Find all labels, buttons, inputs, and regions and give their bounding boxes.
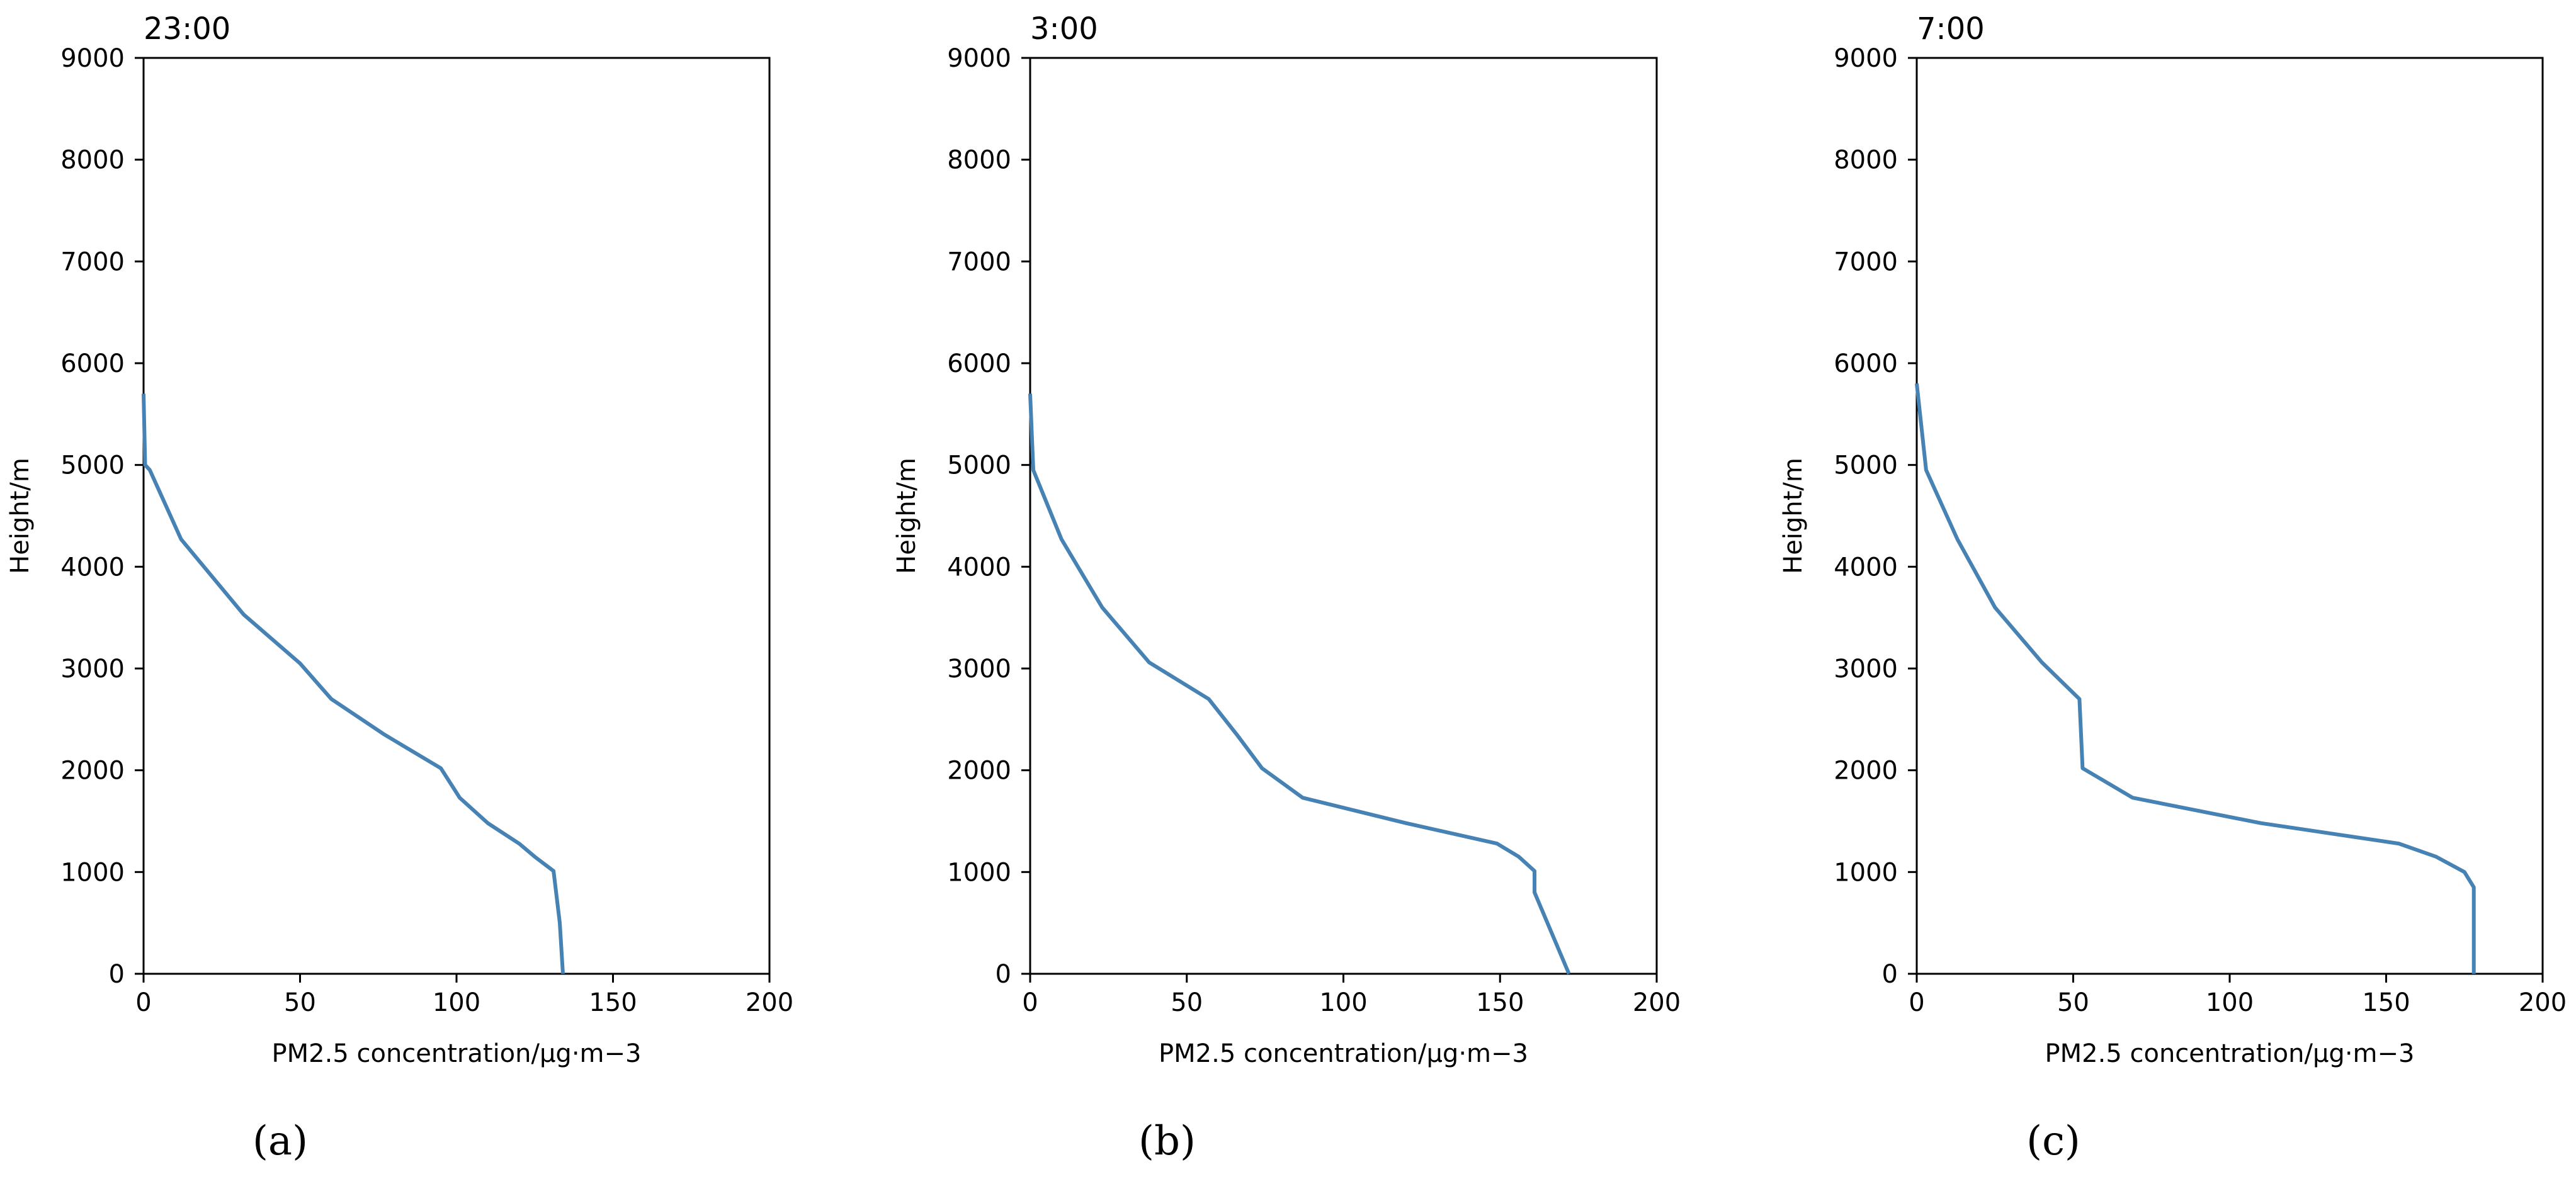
profile-line <box>142 393 565 974</box>
y-tick-label: 8000 <box>60 146 125 175</box>
chart-panel-c: 0 50 100 150 2000100020003000400050006000700… <box>1779 11 2567 1165</box>
y-tick-label: 0 <box>996 960 1011 989</box>
y-tick-label: 1000 <box>947 858 1011 887</box>
y-tick-label: 7000 <box>60 247 125 276</box>
chart-panel-b: 0 50 100 150 2000100020003000400050006000700… <box>892 11 1681 1165</box>
y-tick-label: 5000 <box>947 451 1011 480</box>
axes-frame <box>1029 57 1658 975</box>
y-tick-label: 6000 <box>1834 349 1898 378</box>
panel-label: (b) <box>1138 1118 1196 1165</box>
y-tick-label: 2000 <box>1834 757 1898 786</box>
x-tick-label: 0 <box>135 988 151 1017</box>
y-tick-label: 9000 <box>947 44 1011 73</box>
y-axis-label: Height/m <box>892 458 921 574</box>
profile-line <box>1915 383 2476 974</box>
y-tick-label: 1000 <box>1834 858 1898 887</box>
x-tick-label: 150 <box>589 988 637 1017</box>
y-axis-label: Height/m <box>1779 458 1808 574</box>
y-tick-label: 9000 <box>60 44 125 73</box>
y-tick-label: 3000 <box>60 655 125 684</box>
profile-line <box>1028 393 1571 975</box>
x-tick-label: 50 <box>1171 988 1203 1017</box>
y-tick-label: 3000 <box>1834 655 1898 684</box>
x-tick-label: 50 <box>284 988 316 1017</box>
x-axis-label: PM2.5 concentration/μg·m−3 <box>1159 1039 1528 1068</box>
y-tick-label: 4000 <box>947 553 1011 582</box>
x-tick-label: 150 <box>2362 988 2410 1017</box>
axes-frame <box>1915 57 2544 975</box>
y-tick-label: 0 <box>109 960 125 989</box>
chart-title: 3:00 <box>1030 11 1098 47</box>
y-tick-label: 2000 <box>60 757 125 786</box>
y-tick-label: 5000 <box>1834 451 1898 480</box>
chart-panel-a: 0 50 100 150 2000100020003000400050006000700… <box>6 11 793 1165</box>
y-tick-label: 3000 <box>947 655 1011 684</box>
x-tick-label: 200 <box>2519 988 2567 1017</box>
x-tick-label: 0 <box>1909 988 1924 1017</box>
axes-frame <box>142 57 771 975</box>
chart-title: 23:00 <box>144 11 230 47</box>
y-tick-label: 8000 <box>1834 146 1898 175</box>
y-tick-label: 5000 <box>60 451 125 480</box>
y-tick-label: 1000 <box>60 858 125 887</box>
y-tick-label: 4000 <box>1834 553 1898 582</box>
panel-label: (c) <box>2026 1118 2080 1165</box>
x-axis-label: PM2.5 concentration/μg·m−3 <box>2045 1039 2415 1068</box>
y-tick-label: 7000 <box>947 247 1011 276</box>
x-tick-label: 100 <box>433 988 480 1017</box>
x-tick-label: 200 <box>1633 988 1681 1017</box>
chart-title: 7:00 <box>1917 11 1985 47</box>
x-tick-label: 200 <box>746 988 793 1017</box>
y-tick-label: 8000 <box>947 146 1011 175</box>
y-tick-label: 4000 <box>60 553 125 582</box>
x-tick-label: 100 <box>2206 988 2254 1017</box>
y-tick-label: 0 <box>1882 960 1898 989</box>
y-tick-label: 7000 <box>1834 247 1898 276</box>
x-axis-label: PM2.5 concentration/μg·m−3 <box>272 1039 642 1068</box>
panel-label: (a) <box>252 1118 308 1165</box>
y-tick-label: 9000 <box>1834 44 1898 73</box>
x-tick-label: 100 <box>1319 988 1367 1017</box>
x-tick-label: 50 <box>2057 988 2089 1017</box>
y-tick-label: 6000 <box>60 349 125 378</box>
y-tick-label: 2000 <box>947 757 1011 786</box>
y-axis-label: Height/m <box>6 458 35 574</box>
y-tick-label: 6000 <box>947 349 1011 378</box>
x-tick-label: 150 <box>1476 988 1524 1017</box>
x-tick-label: 0 <box>1022 988 1038 1017</box>
